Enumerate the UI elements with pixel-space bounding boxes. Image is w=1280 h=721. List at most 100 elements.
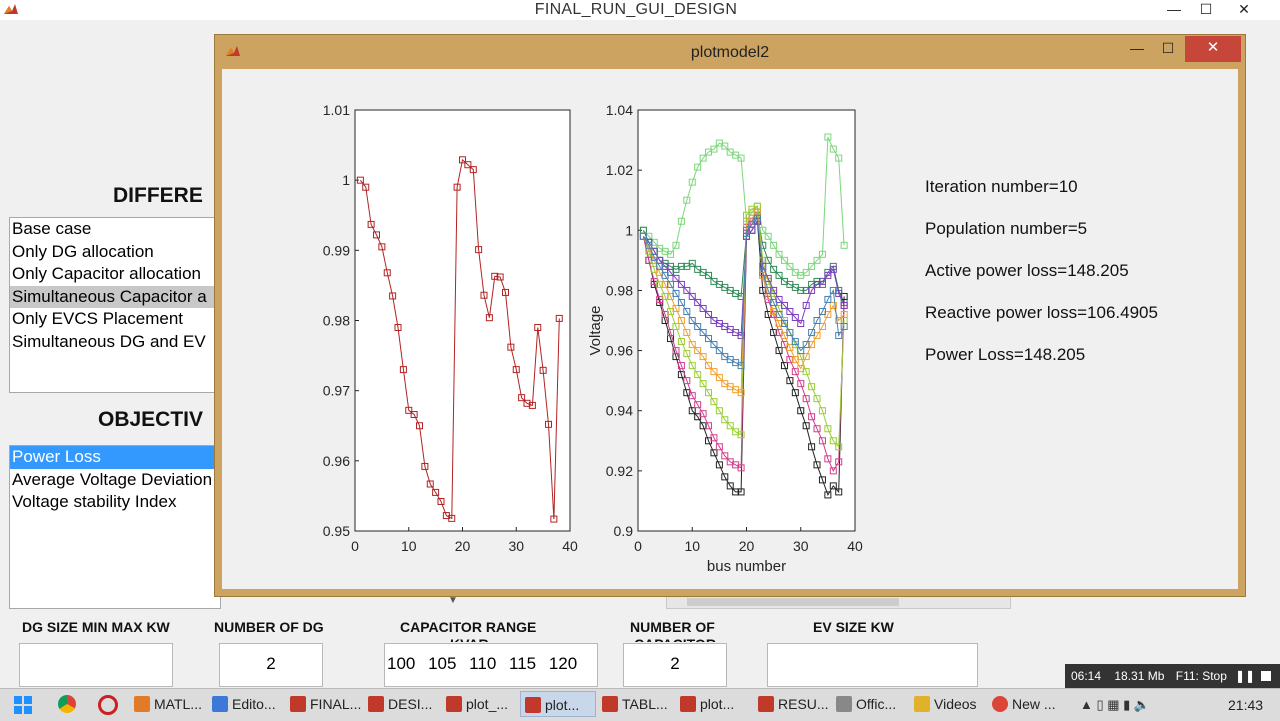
case-item[interactable]: Only Capacitor allocation xyxy=(12,264,201,283)
data-point-marker xyxy=(818,476,826,484)
y-tick-label: 0.9 xyxy=(614,523,634,539)
data-point-marker xyxy=(721,473,729,481)
case-item[interactable]: Only DG allocation xyxy=(12,241,154,261)
taskbar-item[interactable]: plot_... xyxy=(442,691,518,717)
pause-icon[interactable]: ❚❚ xyxy=(1235,669,1256,683)
data-point-marker xyxy=(813,461,821,469)
data-point-marker xyxy=(367,220,375,228)
objective-item[interactable]: Voltage stability Index xyxy=(12,492,177,511)
taskbar-item-label: plot_... xyxy=(466,696,509,712)
objective-item[interactable]: Average Voltage Deviation xyxy=(12,469,213,489)
cases-listbox[interactable]: Base case Only DG allocation Only Capaci… xyxy=(9,217,221,393)
dropdown-arrow-icon[interactable]: ▼ xyxy=(448,595,458,606)
taskbar-item[interactable]: New ... xyxy=(988,691,1064,717)
data-point-marker xyxy=(502,288,509,296)
matlab-logo-icon[interactable] xyxy=(3,2,19,18)
close-button[interactable]: ✕ xyxy=(1238,1,1250,17)
data-point-marker xyxy=(677,362,685,370)
data-point-marker xyxy=(715,347,723,355)
case-item[interactable]: Simultaneous DG and EV xyxy=(12,331,206,351)
maximize-button[interactable]: ☐ xyxy=(1199,1,1213,17)
objective-listbox[interactable]: Power Loss Average Voltage Deviation Vol… xyxy=(9,445,221,609)
taskbar-item[interactable]: TABL... xyxy=(598,691,674,717)
horizontal-scrollbar[interactable] xyxy=(666,595,1011,609)
data-point-marker xyxy=(775,250,783,258)
ev-size-input[interactable] xyxy=(767,643,978,687)
start-windows-icon[interactable] xyxy=(14,696,32,714)
data-point-marker xyxy=(650,253,658,261)
data-point-marker xyxy=(699,422,707,430)
data-point-marker xyxy=(791,356,799,364)
data-point-marker xyxy=(829,286,837,294)
data-point-marker xyxy=(808,443,816,451)
plot-close-button[interactable]: ✕ xyxy=(1185,36,1241,62)
plot-maximize-button[interactable]: ☐ xyxy=(1161,40,1175,56)
plot-window-matlab-icon[interactable] xyxy=(225,44,241,60)
data-point-marker xyxy=(432,488,440,496)
taskbar-item[interactable]: DESI... xyxy=(364,691,440,717)
data-point-marker xyxy=(672,323,680,331)
case-item-selected[interactable]: Simultaneous Capacitor a xyxy=(10,285,220,308)
data-point-marker xyxy=(688,292,696,300)
data-point-marker xyxy=(786,344,794,352)
data-point-marker xyxy=(818,323,826,331)
data-point-marker xyxy=(694,163,702,171)
case-item[interactable]: Only EVCS Placement xyxy=(12,309,184,328)
plot-minimize-button[interactable]: — xyxy=(1130,40,1144,56)
objective-item-selected[interactable]: Power Loss xyxy=(10,446,220,469)
taskbar-item[interactable]: Offic... xyxy=(832,691,908,717)
data-point-marker xyxy=(737,431,745,439)
data-point-marker xyxy=(688,362,696,370)
data-point-marker xyxy=(797,347,805,355)
data-point-marker xyxy=(808,341,816,349)
taskbar-item[interactable]: RESU... xyxy=(754,691,830,717)
case-item[interactable]: Base case xyxy=(12,219,92,238)
data-point-marker xyxy=(672,304,680,312)
num-capacitor-label: NUMBER OF xyxy=(630,619,715,635)
data-point-marker xyxy=(672,241,680,249)
taskbar-item-label: TABL... xyxy=(622,696,668,712)
y-tick-label: 0.92 xyxy=(606,463,633,479)
data-point-marker xyxy=(639,232,647,240)
taskbar-item[interactable]: Videos xyxy=(910,691,986,717)
stop-icon[interactable] xyxy=(1261,671,1271,681)
opera-pinned-icon[interactable] xyxy=(98,695,118,715)
data-point-marker xyxy=(743,226,750,234)
chart-1: 0 10 20 30 40 0.95 0.96 0.97 0.98 0.99 1 1.01 xyxy=(323,102,578,554)
data-point-marker xyxy=(667,329,675,337)
data-point-marker xyxy=(710,341,718,349)
data-point-marker xyxy=(677,317,685,324)
dg-size-input[interactable] xyxy=(19,643,173,687)
clock[interactable]: 21:43 xyxy=(1228,697,1264,713)
taskbar-app-icon xyxy=(368,696,384,712)
taskbar-item[interactable]: plot... xyxy=(520,691,596,717)
chrome-pinned-icon[interactable] xyxy=(58,695,76,713)
capacitor-range-input[interactable]: 100 105 110 115 120 xyxy=(384,643,598,687)
num-dg-input[interactable]: 2 xyxy=(219,643,323,687)
y-tick-label: 1.02 xyxy=(606,162,633,178)
data-point-marker xyxy=(721,416,729,424)
taskbar-item[interactable]: Edito... xyxy=(208,691,284,717)
minimize-button[interactable]: — xyxy=(1167,1,1181,17)
plot-window[interactable]: plotmodel2 — ☐ ✕ 0 10 20 30 40 0.95 0.96 0.97 0.… xyxy=(214,34,1246,597)
data-point-marker xyxy=(726,422,734,430)
taskbar-item-label: RESU... xyxy=(778,696,829,712)
data-point-marker xyxy=(791,338,799,346)
system-tray-icons[interactable]: ▲ ▯ ▦ ▮ 🔈 xyxy=(1080,697,1151,712)
y-tick-label: 0.97 xyxy=(323,383,350,399)
num-capacitor-input[interactable]: 2 xyxy=(623,643,727,687)
data-point-marker xyxy=(759,268,767,276)
taskbar-item[interactable]: FINAL... xyxy=(286,691,362,717)
taskbar-item[interactable]: plot... xyxy=(676,691,752,717)
data-point-marker xyxy=(813,395,821,403)
data-point-marker xyxy=(840,301,848,309)
series-line xyxy=(642,217,845,367)
data-point-marker xyxy=(737,464,745,472)
data-point-marker xyxy=(705,335,713,343)
data-point-marker xyxy=(786,329,794,337)
x-tick-label: 30 xyxy=(508,538,524,554)
taskbar-item[interactable]: MATL... xyxy=(130,691,206,717)
scrollbar-thumb[interactable] xyxy=(687,598,899,606)
data-point-marker xyxy=(824,491,832,499)
data-point-marker xyxy=(813,256,821,264)
